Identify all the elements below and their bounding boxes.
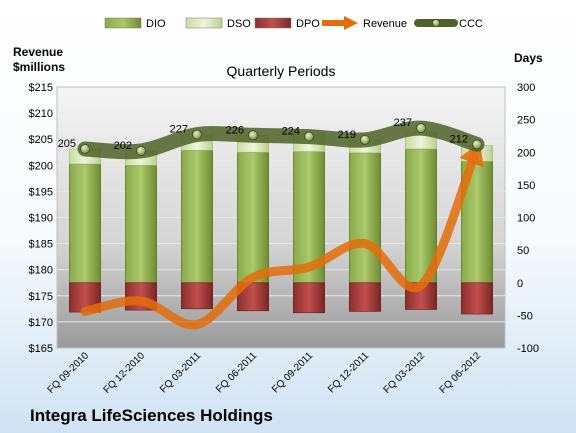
ccc-point (192, 129, 202, 140)
ccc-data-label: 237 (394, 117, 412, 129)
left-tick-label: $210 (29, 108, 53, 120)
left-axis-title-line1: Revenue (13, 45, 63, 59)
right-tick-label: 300 (517, 82, 535, 94)
left-tick-label: $185 (29, 239, 53, 251)
ccc-data-label: 226 (226, 124, 244, 136)
legend-swatch (185, 17, 223, 29)
bar-dio (405, 148, 437, 284)
right-tick-label: 150 (517, 180, 535, 192)
legend-swatch-arrowhead (344, 16, 358, 30)
right-tick-label: 250 (517, 115, 535, 127)
ccc-point (136, 146, 146, 156)
bar-dio (181, 149, 213, 284)
ccc-data-label: 205 (58, 138, 76, 150)
legend-label: Revenue (363, 18, 407, 30)
right-tick-label: 0 (517, 278, 523, 290)
ccc-data-label: 227 (170, 124, 188, 136)
left-tick-label: $190 (29, 213, 53, 225)
ccc-data-label: 224 (282, 126, 300, 138)
bar-dio (237, 151, 269, 284)
company-name: Integra LifeSciences Holdings (30, 406, 273, 425)
left-tick-label: $180 (29, 265, 53, 277)
right-axis-title: Days (514, 51, 543, 65)
right-axis-ticks: -100 -50 0 50 100 150 200 250 300 (517, 82, 539, 355)
bar-dpo (461, 282, 493, 315)
right-tick-label: -100 (517, 343, 539, 355)
ccc-point (248, 130, 258, 141)
bar-dio (69, 163, 101, 284)
left-tick-label: $200 (29, 160, 53, 172)
right-tick-label: 50 (517, 245, 529, 257)
bar-dpo (349, 282, 381, 312)
ccc-point (416, 123, 426, 134)
left-tick-label: $195 (29, 186, 53, 198)
ccc-data-label: 219 (338, 129, 356, 141)
ccc-data-label: 202 (114, 140, 132, 152)
left-tick-label: $175 (29, 291, 53, 303)
right-tick-label: 100 (517, 213, 535, 225)
legend: DIO DSO DPO Revenue CCC (104, 16, 483, 30)
legend-swatch-marker (432, 19, 440, 27)
left-tick-label: $215 (29, 82, 53, 94)
chart-title: Quarterly Periods (227, 63, 336, 79)
legend-swatch (254, 17, 292, 29)
left-axis-ticks: $165 $170 $175 $180 $185 $190 $195 $200 $205 $210… (29, 82, 53, 355)
left-axis-title-line2: $millions (13, 60, 65, 74)
legend-label: DSO (227, 18, 251, 30)
bar-series (69, 132, 493, 315)
left-tick-label: $205 (29, 134, 53, 146)
bar-dpo (181, 282, 213, 310)
left-tick-label: $165 (29, 343, 53, 355)
bar-dpo (293, 282, 325, 314)
ccc-point (80, 144, 90, 154)
right-tick-label: 200 (517, 147, 535, 159)
right-tick-label: -50 (517, 310, 533, 322)
ccc-point (304, 131, 314, 142)
revenue-line (80, 152, 479, 330)
ccc-data-label: 212 (450, 133, 468, 145)
legend-label: DIO (146, 18, 166, 30)
legend-label: CCC (459, 18, 483, 30)
left-tick-label: $170 (29, 317, 53, 329)
ccc-point (472, 139, 482, 150)
bar-dio (349, 152, 381, 284)
legend-label: DPO (296, 18, 320, 30)
ccc-series: 205 202 227 226 224 219 237 212 (58, 117, 485, 160)
legend-swatch (104, 17, 142, 29)
bar-dio (125, 165, 157, 284)
ccc-point (360, 134, 370, 145)
